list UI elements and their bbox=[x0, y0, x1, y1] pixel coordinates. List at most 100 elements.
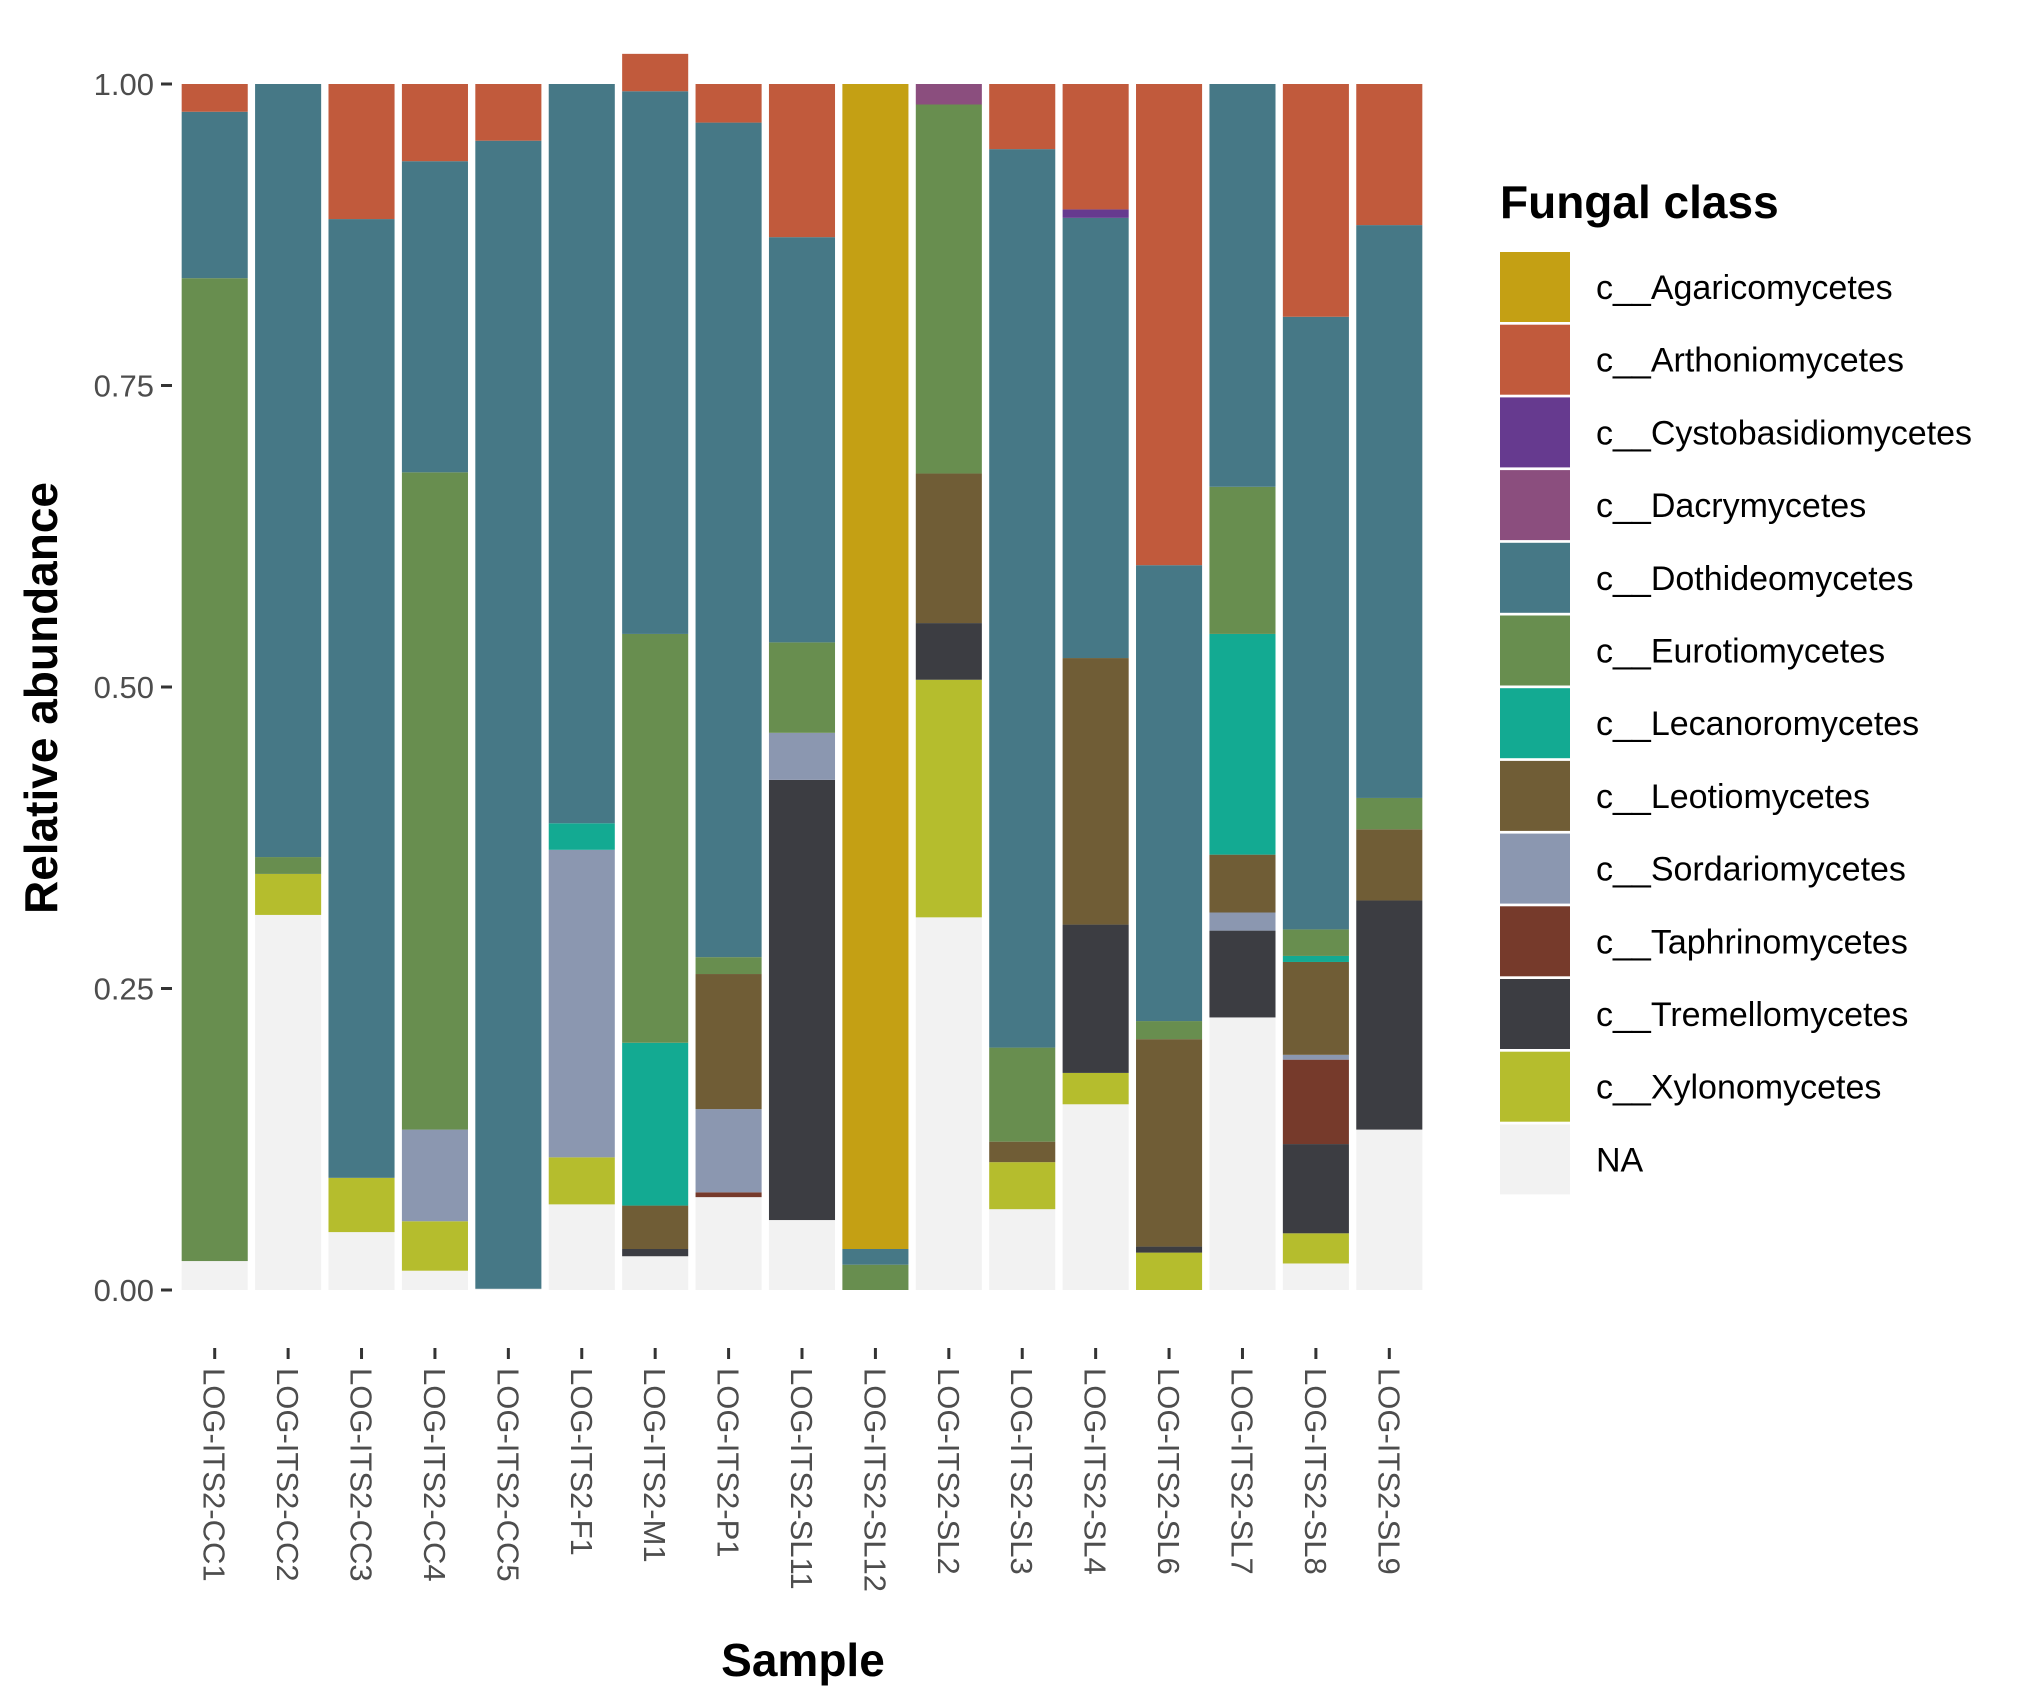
bar-segment-LOG-ITS2-SL9-c__Arthoniomycetes bbox=[1356, 84, 1423, 226]
legend-label: c__Arthoniomycetes bbox=[1596, 342, 1904, 380]
bar-segment-LOG-ITS2-CC3-c__Arthoniomycetes bbox=[328, 84, 395, 220]
x-tick-label: LOG-ITS2-SL9 bbox=[1371, 1368, 1406, 1575]
bar-segment-LOG-ITS2-SL9-c__Leotiomycetes bbox=[1356, 829, 1423, 901]
bar-segment-LOG-ITS2-SL7-c__Sordariomycetes bbox=[1209, 912, 1276, 931]
bar-segment-LOG-ITS2-SL3-c__Leotiomycetes bbox=[989, 1141, 1056, 1163]
bar-segment-LOG-ITS2-SL8-c__Xylonomycetes bbox=[1282, 1233, 1349, 1264]
legend-label: c__Leotiomycetes bbox=[1596, 778, 1870, 816]
bar-segment-LOG-ITS2-SL11-NA bbox=[768, 1220, 836, 1290]
y-axis: 0.00 0.25 0.50 0.75 1.00 bbox=[94, 67, 172, 1308]
bar-segment-LOG-ITS2-M1-c__Arthoniomycetes bbox=[622, 53, 689, 92]
legend-key-c__Taphrinomycetes bbox=[1500, 906, 1570, 977]
legend-label: NA bbox=[1596, 1141, 1644, 1179]
bar-segment-LOG-ITS2-CC3-c__Dothideomycetes bbox=[328, 219, 395, 1178]
bar-segment-LOG-ITS2-SL4-NA bbox=[1062, 1104, 1129, 1290]
bar-segment-LOG-ITS2-CC1-c__Eurotiomycetes bbox=[181, 278, 248, 1262]
bar-segment-LOG-ITS2-SL8-c__Dothideomycetes bbox=[1282, 316, 1349, 930]
bar-segment-LOG-ITS2-SL9-NA bbox=[1356, 1129, 1423, 1290]
bar-segment-LOG-ITS2-SL7-c__Tremellomycetes bbox=[1209, 930, 1276, 1018]
x-tick-label: LOG-ITS2-M1 bbox=[637, 1368, 672, 1563]
x-tick-label: LOG-ITS2-CC4 bbox=[417, 1368, 452, 1582]
bar-segment-LOG-ITS2-F1-c__Lecanoromycetes bbox=[548, 823, 615, 850]
legend-key-c__Xylonomycetes bbox=[1500, 1051, 1570, 1122]
x-tick-label: LOG-ITS2-SL11 bbox=[784, 1368, 819, 1590]
bar-segment-LOG-ITS2-SL8-c__Lecanoromycetes bbox=[1282, 955, 1349, 962]
y-tick-label: 0.25 bbox=[94, 972, 154, 1007]
bar-segment-LOG-ITS2-CC1-c__Dothideomycetes bbox=[181, 111, 248, 279]
legend-key-c__Sordariomycetes bbox=[1500, 833, 1570, 904]
bar-segment-LOG-ITS2-CC4-c__Arthoniomycetes bbox=[401, 84, 468, 162]
legend-label: c__Dothideomycetes bbox=[1596, 560, 1914, 598]
x-tick-label: LOG-ITS2-F1 bbox=[564, 1368, 599, 1556]
bar-segment-LOG-ITS2-SL7-c__Dothideomycetes bbox=[1209, 84, 1276, 487]
x-tick-label: LOG-ITS2-SL3 bbox=[1004, 1368, 1039, 1575]
y-tick-label: 0.50 bbox=[94, 670, 154, 705]
x-tick-label: LOG-ITS2-P1 bbox=[711, 1368, 746, 1558]
legend-key-c__Eurotiomycetes bbox=[1500, 615, 1570, 686]
legend-label: c__Lecanoromycetes bbox=[1596, 705, 1919, 743]
bar-segment-LOG-ITS2-M1-c__Eurotiomycetes bbox=[622, 633, 689, 1043]
legend: Fungal class c__Agaricomycetes c__Arthoni… bbox=[1500, 176, 1972, 1195]
legend-label: c__Dacrymycetes bbox=[1596, 487, 1866, 525]
bar-segment-LOG-ITS2-SL6-c__Dothideomycetes bbox=[1136, 565, 1203, 1022]
x-tick-label: LOG-ITS2-CC2 bbox=[270, 1368, 305, 1582]
bar-segment-LOG-ITS2-P1-c__Dothideomycetes bbox=[695, 122, 762, 958]
x-tick-label: LOG-ITS2-SL7 bbox=[1225, 1368, 1260, 1575]
bar-segment-LOG-ITS2-SL6-c__Leotiomycetes bbox=[1136, 1039, 1203, 1247]
bar-segment-LOG-ITS2-CC4-c__Dothideomycetes bbox=[401, 161, 468, 473]
bar-segment-LOG-ITS2-CC1-NA bbox=[181, 1261, 248, 1290]
bar-segment-LOG-ITS2-SL4-c__Leotiomycetes bbox=[1062, 658, 1129, 925]
y-axis-title: Relative abundance bbox=[15, 482, 67, 914]
bar-segment-LOG-ITS2-CC4-NA bbox=[401, 1270, 468, 1290]
bar-segment-LOG-ITS2-SL3-c__Xylonomycetes bbox=[989, 1162, 1056, 1210]
x-tick-label: LOG-ITS2-SL8 bbox=[1298, 1368, 1333, 1575]
bar-segment-LOG-ITS2-SL9-c__Dothideomycetes bbox=[1356, 225, 1423, 798]
bar-segment-LOG-ITS2-M1-c__Dothideomycetes bbox=[622, 91, 689, 634]
legend-label: c__Agaricomycetes bbox=[1596, 269, 1893, 307]
bar-segment-LOG-ITS2-CC2-c__Dothideomycetes bbox=[255, 84, 322, 858]
bar-segment-LOG-ITS2-SL2-c__Eurotiomycetes bbox=[915, 104, 982, 474]
bar-segment-LOG-ITS2-SL11-c__Tremellomycetes bbox=[768, 779, 836, 1221]
bar-segment-LOG-ITS2-SL6-c__Xylonomycetes bbox=[1136, 1252, 1203, 1290]
legend-label: c__Taphrinomycetes bbox=[1596, 923, 1908, 961]
bar-segment-LOG-ITS2-SL12-c__Eurotiomycetes bbox=[842, 1264, 909, 1290]
bar-segment-LOG-ITS2-P1-c__Leotiomycetes bbox=[695, 974, 762, 1110]
bar-segment-LOG-ITS2-CC3-NA bbox=[328, 1232, 395, 1290]
y-tick-label: 0.75 bbox=[94, 369, 154, 404]
bar-segment-LOG-ITS2-SL8-c__Sordariomycetes bbox=[1282, 1054, 1349, 1060]
legend-label: c__Tremellomycetes bbox=[1596, 996, 1908, 1034]
bar-segment-LOG-ITS2-CC2-c__Eurotiomycetes bbox=[255, 857, 322, 874]
bar-segment-LOG-ITS2-SL8-c__Leotiomycetes bbox=[1282, 961, 1349, 1055]
bar-segment-LOG-ITS2-SL4-c__Tremellomycetes bbox=[1062, 924, 1129, 1073]
bar-segment-LOG-ITS2-CC2-c__Xylonomycetes bbox=[255, 873, 322, 915]
bar-segment-LOG-ITS2-SL9-c__Tremellomycetes bbox=[1356, 900, 1423, 1130]
bar-segment-LOG-ITS2-SL6-c__Arthoniomycetes bbox=[1136, 84, 1203, 566]
x-tick-label: LOG-ITS2-SL6 bbox=[1151, 1368, 1186, 1575]
bar-segment-LOG-ITS2-SL8-c__Tremellomycetes bbox=[1282, 1144, 1349, 1234]
bar-segment-LOG-ITS2-SL12-c__Dothideomycetes bbox=[842, 1249, 909, 1265]
bar-segment-LOG-ITS2-SL2-NA bbox=[915, 917, 982, 1290]
bar-segment-LOG-ITS2-F1-c__Dothideomycetes bbox=[548, 84, 615, 824]
bar-segment-LOG-ITS2-SL3-c__Eurotiomycetes bbox=[989, 1047, 1056, 1142]
bar-segment-LOG-ITS2-CC5-c__Arthoniomycetes bbox=[475, 84, 542, 141]
bar-segment-LOG-ITS2-M1-c__Lecanoromycetes bbox=[622, 1042, 689, 1206]
bar-segment-LOG-ITS2-F1-NA bbox=[548, 1204, 615, 1290]
x-tick-label: LOG-ITS2-CC3 bbox=[344, 1368, 379, 1582]
bar-segment-LOG-ITS2-CC2-NA bbox=[255, 914, 322, 1290]
bar-segment-LOG-ITS2-P1-c__Arthoniomycetes bbox=[695, 84, 762, 123]
bar-segment-LOG-ITS2-M1-c__Tremellomycetes bbox=[622, 1249, 689, 1257]
legend-key-c__Leotiomycetes bbox=[1500, 760, 1570, 831]
bar-segment-LOG-ITS2-SL4-c__Dothideomycetes bbox=[1062, 217, 1129, 659]
legend-key-c__Tremellomycetes bbox=[1500, 979, 1570, 1049]
x-tick-label: LOG-ITS2-CC5 bbox=[490, 1368, 525, 1582]
bar-segment-LOG-ITS2-SL7-c__Eurotiomycetes bbox=[1209, 486, 1276, 634]
x-tick-label: LOG-ITS2-CC1 bbox=[197, 1368, 232, 1582]
bar-segment-LOG-ITS2-SL7-NA bbox=[1209, 1017, 1276, 1290]
bar-segment-LOG-ITS2-SL3-NA bbox=[989, 1209, 1056, 1290]
bar-segment-LOG-ITS2-SL8-c__Taphrinomycetes bbox=[1282, 1059, 1349, 1145]
bar-segment-LOG-ITS2-P1-NA bbox=[695, 1197, 762, 1290]
bar-segment-LOG-ITS2-SL11-c__Eurotiomycetes bbox=[768, 642, 836, 733]
bar-segment-LOG-ITS2-SL7-c__Lecanoromycetes bbox=[1209, 633, 1276, 855]
legend-label: c__Cystobasidiomycetes bbox=[1596, 414, 1972, 452]
